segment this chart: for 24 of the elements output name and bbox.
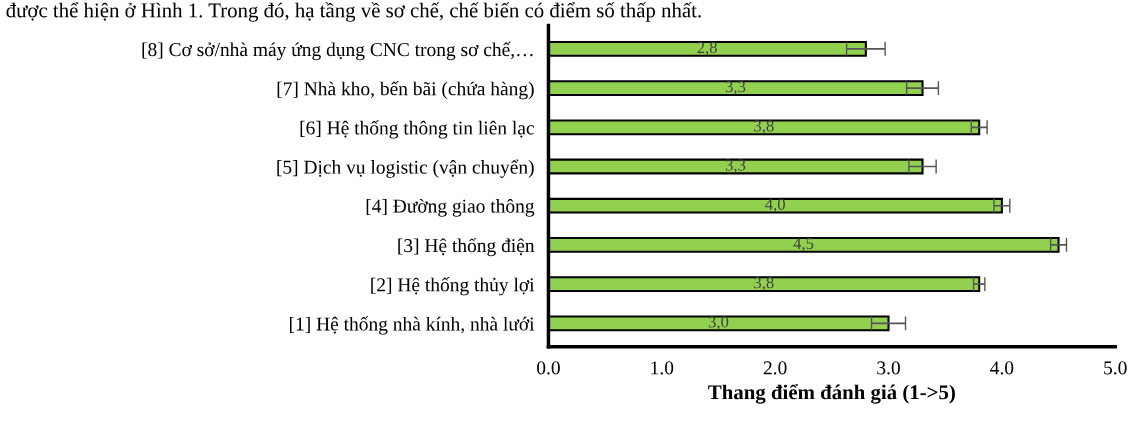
y-tick-label: [7] Nhà kho, bến bãi (chứa hàng)	[277, 81, 534, 100]
data-label: 4,0	[765, 198, 785, 213]
y-tick-label: [6] Hệ thống thông tin liên lạc	[300, 120, 534, 139]
data-label: 2,8	[697, 41, 717, 56]
x-tick-label: 4.0	[990, 361, 1014, 375]
x-tick-label: 0.0	[537, 361, 560, 375]
x-tick-label: 2.0	[763, 361, 787, 375]
x-tick-label: 3.0	[877, 361, 900, 375]
data-label: 3,0	[708, 316, 729, 330]
x-tick-label: 1.0	[651, 361, 674, 375]
y-tick-label: [4] Đường giao thông	[366, 198, 535, 217]
y-tick-label: [2] Hệ thống thủy lợi	[371, 277, 535, 296]
y-tick-label: [1] Hệ thống nhà kính, nhà lưới	[290, 316, 535, 335]
data-label: 3,3	[725, 81, 746, 95]
x-axis-title: Thang điểm đánh giá (1->5)	[708, 383, 955, 404]
data-label: 3,8	[754, 277, 774, 291]
data-label: 3,8	[754, 120, 774, 134]
y-tick-label: [5] Dịch vụ logistic (vận chuyển)	[277, 159, 534, 178]
y-tick-label: [3] Hệ thống điện	[398, 237, 535, 257]
text: được thể hiện ở Hình 1. Trong đó, hạ tầng về sơ chế, chế biến có điểm số thấp nhất.	[6, 2, 701, 22]
x-tick-label: 5.0	[1104, 361, 1127, 375]
y-tick-label: [8] Cơ sở/nhà máy ứng dụng CNC trong sơ chế,…	[142, 41, 533, 61]
data-label: 3,3	[725, 159, 746, 174]
data-label: 4,5	[793, 237, 814, 252]
